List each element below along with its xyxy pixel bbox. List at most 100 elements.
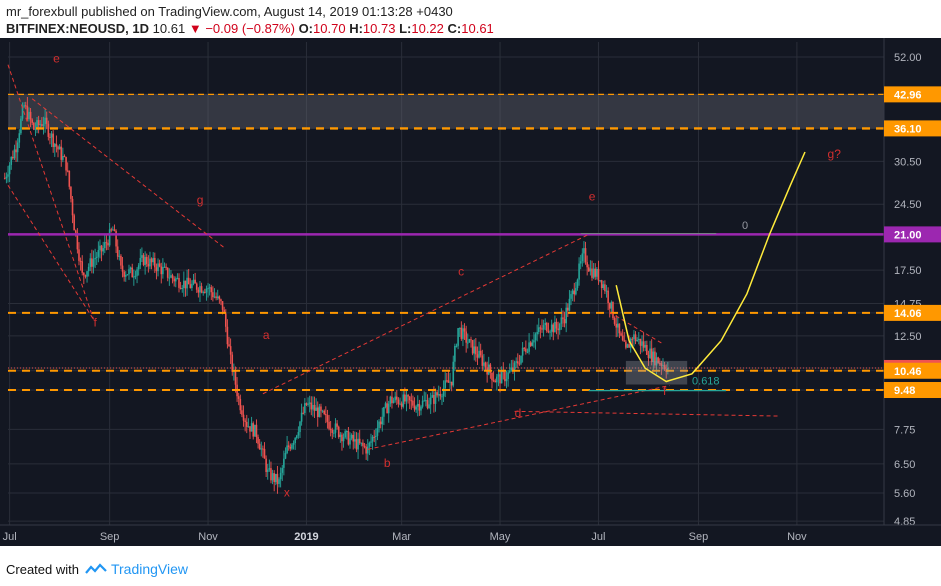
candle-body xyxy=(407,395,409,397)
candle-body xyxy=(476,354,479,358)
candle-body xyxy=(510,367,513,371)
candle-body xyxy=(18,133,21,143)
price-tag-label: 9.48 xyxy=(894,385,915,397)
candle-body xyxy=(320,406,322,411)
candle-body xyxy=(47,123,50,137)
trend-line[interactable] xyxy=(7,64,94,320)
candle-body xyxy=(505,378,508,382)
candle-body xyxy=(654,351,656,366)
candle-body xyxy=(458,327,461,329)
candle-body xyxy=(239,398,242,411)
candle-body xyxy=(431,395,434,398)
candle-body xyxy=(570,294,572,299)
candle-body xyxy=(134,275,137,277)
close-label: C: xyxy=(447,21,462,36)
candle-body xyxy=(500,370,503,384)
candle-body xyxy=(166,267,169,278)
candle-body xyxy=(528,342,530,352)
candle-body xyxy=(494,380,497,383)
candle-body xyxy=(52,133,54,147)
candle-body xyxy=(625,341,627,348)
candle-body xyxy=(454,345,456,362)
candle-body xyxy=(652,351,655,363)
candle-body xyxy=(163,266,166,268)
price-tick-label: 4.85 xyxy=(894,516,915,528)
candle-body xyxy=(89,258,92,267)
candle-body xyxy=(360,442,363,444)
open-value: 10.70 xyxy=(313,21,346,36)
price-tick-label: 7.75 xyxy=(894,424,915,436)
candle-body xyxy=(139,257,142,266)
candle-body xyxy=(475,346,477,355)
candle-body xyxy=(363,445,366,447)
candle-body xyxy=(541,328,543,330)
candle-body xyxy=(481,355,484,366)
created-with-text: Created with xyxy=(6,561,79,577)
candle-body xyxy=(412,400,414,406)
candle-body xyxy=(546,322,548,332)
candle-body xyxy=(515,361,517,363)
candle-body xyxy=(270,468,272,481)
candle-body xyxy=(562,317,564,320)
candle-body xyxy=(292,443,295,445)
high-value: 10.73 xyxy=(362,21,396,36)
candle-body xyxy=(563,319,566,324)
candle-body xyxy=(523,347,526,349)
candle-body xyxy=(283,458,285,468)
candle-body xyxy=(504,371,506,382)
candle-body xyxy=(578,263,580,280)
candle-body xyxy=(442,388,445,397)
candle-body xyxy=(637,338,640,341)
candle-body xyxy=(657,357,659,364)
candle-body xyxy=(144,256,146,265)
candle-body xyxy=(518,363,521,365)
wave-label: d xyxy=(515,406,522,420)
candle-body xyxy=(291,444,293,449)
fib-label: 0 xyxy=(742,220,748,232)
candle-body xyxy=(452,361,455,386)
candle-body xyxy=(334,423,337,433)
candle-body xyxy=(171,275,174,279)
candle-body xyxy=(174,278,177,282)
candle-body xyxy=(107,243,109,246)
candle-body xyxy=(449,381,451,383)
candle-body xyxy=(242,414,245,421)
candle-body xyxy=(49,136,51,138)
projection-curve[interactable] xyxy=(615,151,806,383)
candle-body xyxy=(626,344,629,348)
candle-body xyxy=(112,229,114,231)
candle-body xyxy=(118,255,121,257)
trend-line[interactable] xyxy=(262,233,589,395)
author-name[interactable]: mr_forexbull xyxy=(6,4,78,19)
candle-body xyxy=(425,400,427,402)
candle-body xyxy=(416,403,419,407)
candle-body xyxy=(37,120,40,125)
plot-area[interactable] xyxy=(8,42,884,525)
candle-body xyxy=(116,246,119,257)
candle-body xyxy=(170,275,172,278)
trend-line[interactable] xyxy=(609,311,664,345)
candle-body xyxy=(558,323,561,331)
trend-line[interactable] xyxy=(7,184,94,320)
candle-body xyxy=(400,403,403,407)
candle-body xyxy=(620,333,622,336)
candle-body xyxy=(633,334,635,340)
candle-body xyxy=(365,446,367,454)
price-chart[interactable]: e g f a c e b x d f g? 0.618 0 52.00 42.96 36.10 30.50 24… xyxy=(0,38,941,546)
candle-body xyxy=(275,473,277,483)
candle-body xyxy=(568,298,571,311)
candle-body xyxy=(179,287,182,289)
trend-line[interactable] xyxy=(31,98,227,250)
candle-body xyxy=(195,283,198,290)
trend-line[interactable] xyxy=(514,410,778,417)
trend-line[interactable] xyxy=(367,385,670,450)
candle-body xyxy=(347,431,350,445)
candle-body xyxy=(21,106,24,119)
tradingview-brand[interactable]: TradingView xyxy=(110,561,189,577)
candle-body xyxy=(87,266,90,272)
candle-body xyxy=(339,434,342,438)
candle-body xyxy=(316,407,319,417)
candle-body xyxy=(655,357,658,366)
candle-body xyxy=(386,403,388,414)
symbol-label: BITFINEX:NEOUSD, 1D xyxy=(6,21,150,36)
